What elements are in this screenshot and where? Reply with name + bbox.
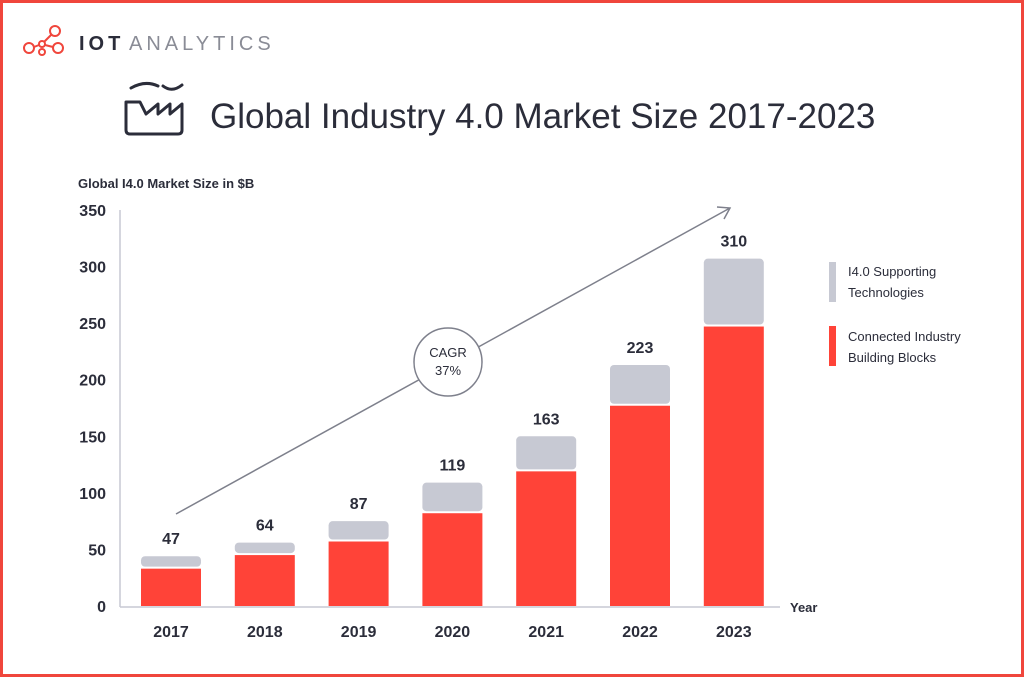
y-tick-label: 50 [88,542,106,559]
cagr-value: 37% [435,363,461,378]
x-tick-label: 2019 [341,624,377,641]
bar-segment-supporting-2022 [610,365,670,404]
brand-name-bold: IOT [79,33,124,55]
bar-total-label: 47 [162,531,180,548]
bar-total-label: 119 [439,458,465,475]
bar-segment-building-blocks-2018 [234,555,295,606]
x-tick-label: 2017 [153,624,189,641]
x-tick-label: 2022 [622,624,658,641]
bar-segment-building-blocks-2019 [328,541,389,606]
cagr-label: CAGR [429,345,467,360]
legend-swatch-supporting [829,262,836,302]
y-tick-label: 150 [79,429,106,446]
legend-label-supporting-1: I4.0 Supporting [848,264,936,279]
bar-segment-supporting-2017 [141,556,201,567]
y-tick-label: 250 [79,316,106,333]
bar-total-label: 87 [350,496,368,513]
iot-analytics-logo-icon [23,25,64,56]
bar-segment-supporting-2019 [328,521,389,540]
cagr-circle [413,327,483,397]
bar-total-label: 310 [720,234,747,251]
bar-segment-supporting-2023 [703,258,764,325]
bar-segment-supporting-2021 [516,436,577,470]
bar-total-label: 163 [533,411,560,428]
x-axis-label: Year [790,600,817,615]
bar-segment-building-blocks-2023 [703,326,764,606]
x-tick-label: 2018 [247,624,283,641]
legend-swatch-building-blocks [829,326,836,366]
bar-segment-building-blocks-2020 [422,513,483,606]
x-tick-label: 2020 [435,624,471,641]
bar-total-label: 64 [256,518,274,535]
x-tick-label: 2023 [716,624,752,641]
y-tick-label: 0 [97,599,106,616]
y-tick-label: 200 [79,373,106,390]
legend-label-building-blocks-1: Connected Industry [848,329,961,344]
bar-total-label: 223 [627,340,654,357]
y-tick-label: 350 [79,203,106,220]
y-tick-label: 300 [79,260,106,277]
bar-segment-building-blocks-2021 [516,471,577,606]
legend-label-building-blocks-2: Building Blocks [848,350,937,365]
factory-icon [124,81,184,136]
y-axis-label: Global I4.0 Market Size in $B [78,176,254,191]
bar-segment-building-blocks-2017 [141,568,201,606]
bar-segment-supporting-2020 [422,482,483,512]
chart-title: Global Industry 4.0 Market Size 2017-202… [210,97,875,136]
brand-name-light: ANALYTICS [129,33,275,55]
y-tick-label: 100 [79,486,106,503]
bar-segment-supporting-2018 [234,542,295,554]
bar-segment-building-blocks-2022 [610,405,670,606]
legend-label-supporting-2: Technologies [848,285,924,300]
x-tick-label: 2021 [528,624,564,641]
